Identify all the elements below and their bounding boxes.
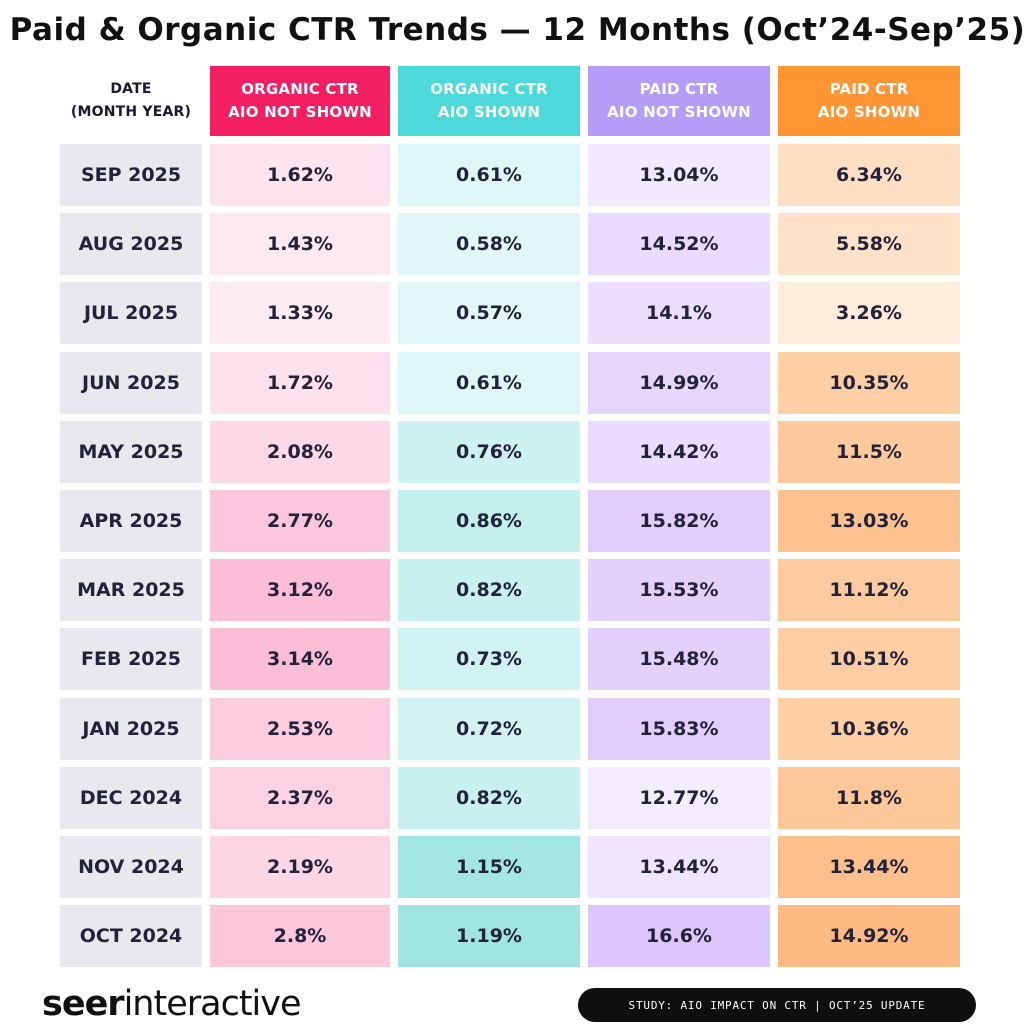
value-cell-organic-shown: 0.82% xyxy=(398,766,580,829)
date-cell: SEP 2025 xyxy=(60,144,202,206)
header-date-line2: (MONTH YEAR) xyxy=(70,104,192,120)
value-cell-paid-shown: 11.5% xyxy=(778,420,960,483)
table-row: AUG 2025 1.43% 0.58% 14.52% 5.58% xyxy=(0,213,1035,276)
table-row: MAR 2025 3.12% 0.82% 15.53% 11.12% xyxy=(0,559,1035,622)
value-cell-organic-not-shown: 2.53% xyxy=(210,697,390,760)
value-cell-paid-not-shown: 14.1% xyxy=(588,282,770,345)
brand-light: interactive xyxy=(123,984,302,1024)
value-cell-organic-not-shown: 3.14% xyxy=(210,628,390,691)
table-row: OCT 2024 2.8% 1.19% 16.6% 14.92% xyxy=(0,905,1035,968)
value-cell-paid-shown: 13.03% xyxy=(778,490,960,552)
value-cell-paid-shown: 5.58% xyxy=(778,213,960,276)
value-cell-paid-not-shown: 15.53% xyxy=(588,559,770,622)
table-row: JUN 2025 1.72% 0.61% 14.99% 10.35% xyxy=(0,351,1035,414)
header-organic-aio-shown: ORGANIC CTR AIO SHOWN xyxy=(398,66,580,136)
header-paid-aio-not-shown-line1: PAID CTR xyxy=(639,80,719,98)
value-cell-organic-not-shown: 2.8% xyxy=(210,905,390,968)
value-cell-organic-not-shown: 1.72% xyxy=(210,351,390,414)
value-cell-organic-shown: 0.82% xyxy=(398,559,580,622)
value-cell-paid-not-shown: 15.82% xyxy=(588,490,770,552)
table-row: DEC 2024 2.37% 0.82% 12.77% 11.8% xyxy=(0,766,1035,829)
header-paid-aio-shown: PAID CTR AIO SHOWN xyxy=(778,66,960,136)
header-paid-aio-not-shown-line2: AIO NOT SHOWN xyxy=(607,103,751,121)
date-cell: AUG 2025 xyxy=(60,213,202,276)
value-cell-paid-shown: 3.26% xyxy=(778,282,960,345)
table-row: JAN 2025 2.53% 0.72% 15.83% 10.36% xyxy=(0,697,1035,760)
table-row: NOV 2024 2.19% 1.15% 13.44% 13.44% xyxy=(0,836,1035,898)
value-cell-paid-shown: 11.8% xyxy=(778,766,960,829)
value-cell-organic-not-shown: 2.37% xyxy=(210,766,390,829)
value-cell-paid-shown: 6.34% xyxy=(778,144,960,206)
header-organic-aio-shown-line2: AIO SHOWN xyxy=(437,103,541,121)
study-badge: STUDY: AIO IMPACT ON CTR | OCT’25 UPDATE xyxy=(578,988,976,1022)
value-cell-paid-shown: 14.92% xyxy=(778,905,960,968)
header-organic-aio-shown-line1: ORGANIC CTR xyxy=(430,80,548,98)
value-cell-paid-not-shown: 13.04% xyxy=(588,144,770,206)
value-cell-organic-shown: 0.58% xyxy=(398,213,580,276)
value-cell-organic-shown: 1.19% xyxy=(398,905,580,968)
table-row: JUL 2025 1.33% 0.57% 14.1% 3.26% xyxy=(0,282,1035,345)
value-cell-paid-not-shown: 12.77% xyxy=(588,766,770,829)
value-cell-paid-not-shown: 13.44% xyxy=(588,836,770,898)
table-row: FEB 2025 3.14% 0.73% 15.48% 10.51% xyxy=(0,628,1035,691)
value-cell-paid-shown: 10.51% xyxy=(778,628,960,691)
value-cell-organic-not-shown: 1.33% xyxy=(210,282,390,345)
value-cell-paid-shown: 11.12% xyxy=(778,559,960,622)
brand-bold: seer xyxy=(42,984,125,1024)
date-cell: FEB 2025 xyxy=(60,628,202,691)
value-cell-organic-shown: 0.86% xyxy=(398,490,580,552)
value-cell-organic-shown: 0.61% xyxy=(398,351,580,414)
date-cell: DEC 2024 xyxy=(60,766,202,829)
value-cell-paid-shown: 13.44% xyxy=(778,836,960,898)
date-cell: OCT 2024 xyxy=(60,905,202,968)
value-cell-organic-not-shown: 1.62% xyxy=(210,144,390,206)
value-cell-organic-shown: 0.57% xyxy=(398,282,580,345)
value-cell-organic-not-shown: 3.12% xyxy=(210,559,390,622)
table-row: APR 2025 2.77% 0.86% 15.82% 13.03% xyxy=(0,490,1035,552)
value-cell-paid-shown: 10.35% xyxy=(778,351,960,414)
header-paid-aio-shown-line2: AIO SHOWN xyxy=(817,103,921,121)
value-cell-organic-shown: 0.73% xyxy=(398,628,580,691)
value-cell-paid-shown: 10.36% xyxy=(778,697,960,760)
value-cell-paid-not-shown: 16.6% xyxy=(588,905,770,968)
date-cell: JAN 2025 xyxy=(60,697,202,760)
date-cell: JUL 2025 xyxy=(60,282,202,345)
value-cell-paid-not-shown: 14.52% xyxy=(588,213,770,276)
header-paid-aio-shown-line1: PAID CTR xyxy=(829,80,909,98)
header-paid-aio-not-shown: PAID CTR AIO NOT SHOWN xyxy=(588,66,770,136)
header-date: DATE (MONTH YEAR) xyxy=(60,66,202,136)
header-date-line1: DATE xyxy=(110,81,152,97)
table-row: SEP 2025 1.62% 0.61% 13.04% 6.34% xyxy=(0,144,1035,206)
chart-title: Paid & Organic CTR Trends — 12 Months (O… xyxy=(9,12,1026,48)
value-cell-organic-not-shown: 2.19% xyxy=(210,836,390,898)
table-row: MAY 2025 2.08% 0.76% 14.42% 11.5% xyxy=(0,420,1035,483)
value-cell-organic-shown: 1.15% xyxy=(398,836,580,898)
date-cell: NOV 2024 xyxy=(60,836,202,898)
value-cell-organic-not-shown: 2.08% xyxy=(210,420,390,483)
date-cell: MAY 2025 xyxy=(60,420,202,483)
value-cell-organic-shown: 0.76% xyxy=(398,420,580,483)
value-cell-organic-not-shown: 2.77% xyxy=(210,490,390,552)
value-cell-paid-not-shown: 14.42% xyxy=(588,420,770,483)
header-organic-aio-not-shown-line2: AIO NOT SHOWN xyxy=(228,103,372,121)
date-cell: APR 2025 xyxy=(60,490,202,552)
value-cell-organic-shown: 0.61% xyxy=(398,144,580,206)
seer-interactive-logo: seerinteractive xyxy=(42,984,302,1024)
value-cell-paid-not-shown: 14.99% xyxy=(588,351,770,414)
header-organic-aio-not-shown: ORGANIC CTR AIO NOT SHOWN xyxy=(210,66,390,136)
value-cell-organic-shown: 0.72% xyxy=(398,697,580,760)
date-cell: JUN 2025 xyxy=(60,351,202,414)
header-organic-aio-not-shown-line1: ORGANIC CTR xyxy=(241,80,359,98)
value-cell-organic-not-shown: 1.43% xyxy=(210,213,390,276)
date-cell: MAR 2025 xyxy=(60,559,202,622)
value-cell-paid-not-shown: 15.83% xyxy=(588,697,770,760)
value-cell-paid-not-shown: 15.48% xyxy=(588,628,770,691)
